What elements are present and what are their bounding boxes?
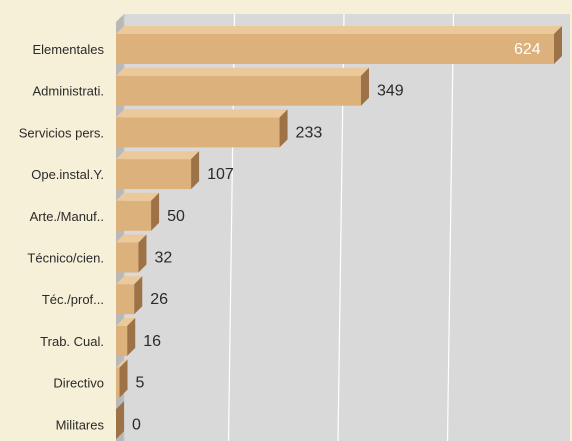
bar-front (116, 34, 554, 64)
category-label: Servicios pers. (19, 125, 104, 140)
bar-top (116, 26, 562, 34)
bar-side (360, 67, 369, 106)
bar-side (279, 109, 288, 148)
bar-side (191, 151, 200, 190)
bar-side (127, 317, 136, 356)
category-label: Téc./prof... (42, 292, 104, 307)
bar-top (116, 276, 143, 285)
value-label: 16 (143, 333, 161, 350)
bar-front (116, 75, 361, 106)
bar (116, 67, 369, 106)
category-label: Ope.instal.Y. (31, 167, 104, 182)
bar-front (116, 242, 139, 273)
category-label: Arte./Manuf.. (30, 209, 104, 224)
bar-top (116, 192, 160, 201)
bar-top (116, 359, 128, 368)
bar-top (116, 109, 288, 118)
bar-front (116, 325, 128, 356)
value-label: 5 (136, 375, 145, 392)
value-label: 107 (207, 166, 234, 183)
bar (116, 109, 288, 148)
bar-side (138, 234, 147, 273)
category-label: Trab. Cual. (40, 334, 104, 349)
category-label: Directivo (53, 376, 104, 391)
bar-top (116, 67, 369, 76)
value-label: 349 (377, 83, 404, 100)
category-label: Militares (56, 417, 105, 432)
bar (116, 401, 124, 440)
gridline (446, 13, 455, 441)
bar-front (116, 284, 135, 315)
value-label: 32 (154, 250, 172, 267)
bars (116, 26, 562, 440)
value-label: 50 (167, 208, 185, 225)
bar (116, 276, 143, 315)
bar-side (554, 26, 562, 64)
category-labels: Elementales Administrati. Servicios pers. O… (19, 42, 105, 432)
category-label: Técnico/cien. (27, 251, 104, 266)
value-label: 0 (132, 416, 141, 433)
value-label: 233 (296, 124, 323, 141)
bar (116, 234, 147, 273)
bar-top (116, 234, 147, 243)
bar-top (116, 151, 200, 160)
value-label: 26 (150, 291, 168, 308)
bar-front (116, 200, 152, 231)
bar (116, 26, 562, 64)
value-label: 624 (514, 41, 541, 58)
bar-side (134, 276, 143, 315)
bar-front (116, 117, 280, 148)
bar-top (116, 317, 136, 326)
bar-side (116, 401, 124, 440)
bar (116, 151, 200, 190)
category-label: Elementales (32, 42, 104, 57)
bar (116, 317, 136, 356)
bar (116, 192, 160, 231)
category-label: Administrati. (32, 84, 104, 99)
bar (116, 359, 128, 398)
bar-side (151, 192, 160, 231)
bar-front (116, 159, 192, 190)
bar-side (119, 359, 128, 398)
bar-front (116, 367, 120, 398)
